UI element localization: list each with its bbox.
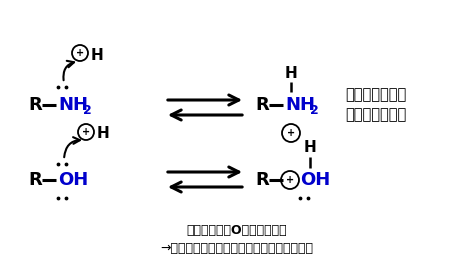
Text: NH: NH [285,96,315,114]
Text: 塗基性が高い！: 塗基性が高い！ [345,107,406,122]
Text: H: H [284,65,297,81]
Text: R: R [255,171,269,189]
Text: H: H [304,140,316,155]
Text: +: + [287,128,295,138]
Text: OH: OH [58,171,88,189]
Text: R: R [28,96,42,114]
Text: R: R [255,96,269,114]
Text: →マイナスになりやすくプラスになりにくい: →マイナスになりやすくプラスになりにくい [161,242,313,254]
Text: +: + [82,127,90,137]
Text: 電気陰性度がOのほうが高い: 電気陰性度がOのほうが高い [187,224,287,237]
Text: H: H [91,48,104,63]
Text: OH: OH [300,171,330,189]
Text: +: + [76,48,84,58]
Text: 2: 2 [83,103,92,116]
Text: H: H [97,126,110,142]
Text: R: R [28,171,42,189]
Text: アミンのほうが: アミンのほうが [345,87,406,102]
Text: 2: 2 [310,103,319,116]
Text: NH: NH [58,96,88,114]
Text: +: + [286,175,294,185]
